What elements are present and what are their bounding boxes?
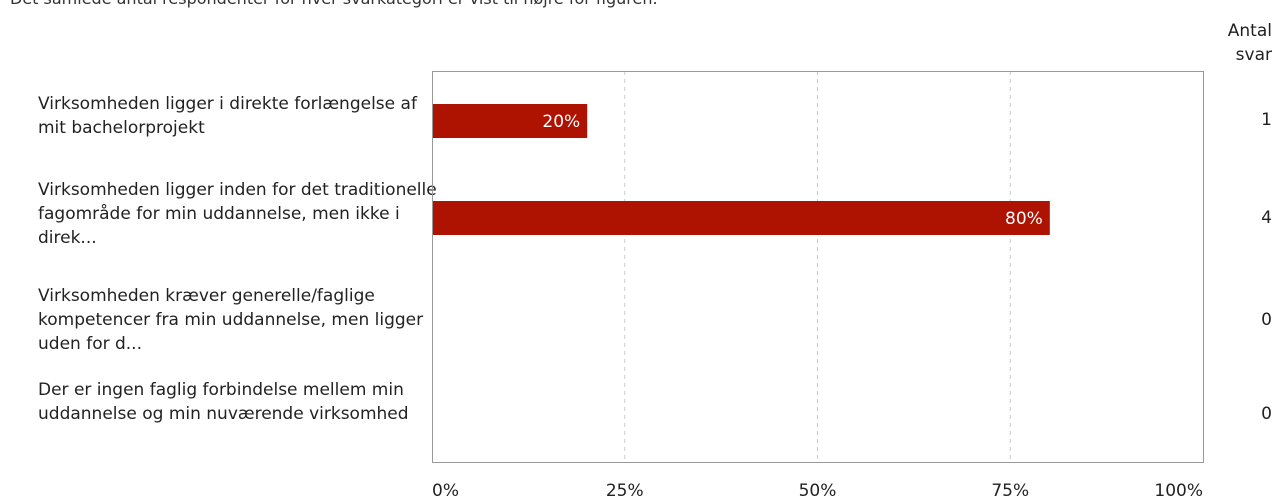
- bar-value-label-1: 20%: [542, 112, 580, 132]
- count-value-4: 0: [1261, 404, 1272, 424]
- x-tick-label: 100%: [1154, 481, 1203, 501]
- category-label-3: Virksomheden kræver generelle/faglige ko…: [38, 286, 424, 354]
- bar-value-label-2: 80%: [1005, 209, 1043, 229]
- category-label-1: Virksomheden ligger i direkte forlængels…: [38, 94, 417, 138]
- count-value-2: 4: [1261, 208, 1272, 228]
- category-label-2: Virksomheden ligger inden for det tradit…: [38, 180, 437, 248]
- bar-1: [433, 104, 588, 138]
- category-label-4: Der er ingen faglig forbindelse mellem m…: [38, 380, 409, 424]
- count-value-3: 0: [1261, 310, 1272, 330]
- count-value-1: 1: [1261, 110, 1272, 130]
- bar-2: [433, 201, 1050, 235]
- x-tick-label: 25%: [606, 481, 644, 501]
- x-tick-label: 75%: [991, 481, 1029, 501]
- x-tick-label: 50%: [799, 481, 837, 501]
- chart-subtitle: Det samlede antal respondenter for hver …: [10, 0, 658, 8]
- plot-frame: [432, 71, 1204, 463]
- count-column-header: Antal svar: [1227, 21, 1272, 65]
- x-tick-label: 0%: [432, 481, 459, 501]
